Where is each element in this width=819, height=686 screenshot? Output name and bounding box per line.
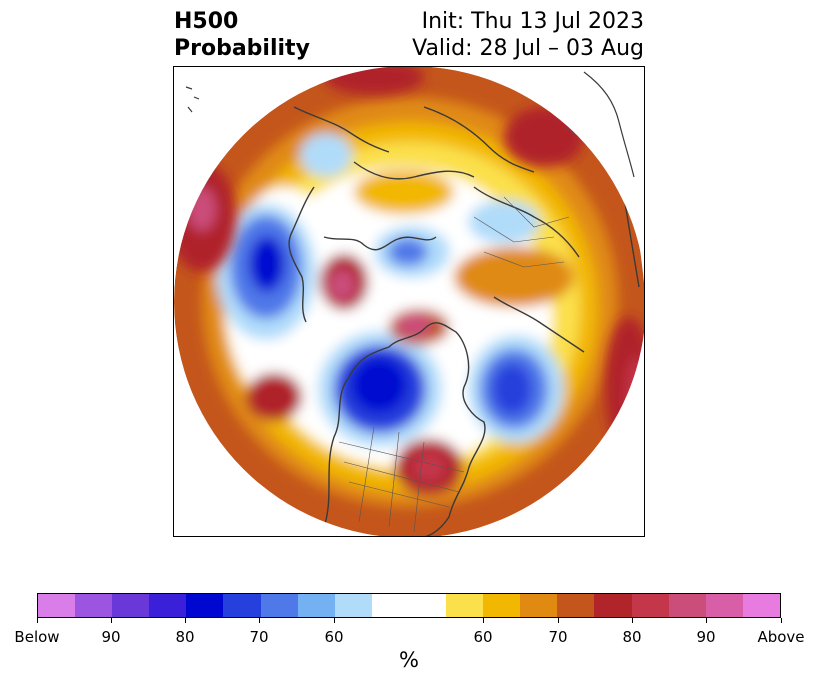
colorbar-tick-label: 80 <box>175 628 195 646</box>
title-left: H500 Probability <box>174 8 310 62</box>
below-canada-core <box>351 357 407 413</box>
colorbar-tick-mark <box>706 618 707 623</box>
colorbar-tick-label: 70 <box>249 628 269 646</box>
colorbar-segment <box>149 594 187 617</box>
colorbar-segment <box>557 594 595 617</box>
init-date: Init: Thu 13 Jul 2023 <box>421 9 644 34</box>
colorbar-segment <box>631 594 669 617</box>
colorbar-segment <box>186 594 224 617</box>
map-outside-east <box>614 67 644 283</box>
above-europe-orange <box>454 247 574 307</box>
colorbar-segment <box>38 594 76 617</box>
above-alaska-core <box>328 269 356 301</box>
colorbar-segment <box>668 594 706 617</box>
colorbar-tick-label: Below <box>14 628 60 646</box>
colorbar-segment <box>594 594 632 617</box>
colorbar-segment <box>371 594 447 617</box>
political-borders <box>338 126 615 533</box>
coastlines <box>288 106 640 536</box>
colorbar-segment <box>75 594 113 617</box>
colorbar-tick-label: 90 <box>696 628 716 646</box>
colorbar-tick-label: 60 <box>324 628 344 646</box>
below-atlantic-core <box>492 363 532 415</box>
colorbar-segment <box>260 594 298 617</box>
below-northpac <box>300 133 352 177</box>
valid-range: Valid: 28 Jul – 03 Aug <box>412 36 644 61</box>
colorbar-tick-mark <box>558 618 559 623</box>
title-variable: H500 <box>174 9 239 34</box>
colorbar-segment <box>483 594 521 617</box>
colorbar <box>37 593 781 618</box>
colorbar-segment <box>520 594 558 617</box>
title-type: Probability <box>174 36 310 61</box>
above-eastus-core <box>411 451 447 483</box>
colorbar-tick-mark <box>483 618 484 623</box>
colorbar-segment <box>112 594 150 617</box>
colorbar-tick-mark <box>632 618 633 623</box>
colorbar-tick-label: 60 <box>473 628 493 646</box>
colorbar-tick-mark <box>185 618 186 623</box>
colorbar-segment <box>705 594 743 617</box>
probability-map <box>174 67 644 536</box>
above-edge-west-core <box>188 187 216 231</box>
title-right: Init: Thu 13 Jul 2023 Valid: 28 Jul – 03… <box>412 8 644 62</box>
above-pacific-red <box>246 373 302 421</box>
above-hudson-core <box>396 313 432 337</box>
colorbar-unit: % <box>399 648 419 672</box>
below-arctic-core <box>388 238 428 266</box>
colorbar-segment <box>446 594 484 617</box>
colorbar-tick-mark <box>37 618 38 623</box>
outside-coastlines <box>185 71 635 178</box>
colorbar-tick-label: 70 <box>548 628 568 646</box>
colorbar-segment <box>742 594 780 617</box>
below-westpac-core <box>249 236 285 292</box>
above-central-yellow <box>354 170 454 214</box>
colorbar-tick-mark <box>334 618 335 623</box>
colorbar-tick-mark <box>259 618 260 623</box>
colorbar-segment <box>223 594 261 617</box>
colorbar-tick-mark <box>111 618 112 623</box>
colorbar-tick-label: 90 <box>101 628 121 646</box>
above-edge-northeast <box>504 107 584 167</box>
map-panel <box>173 66 645 537</box>
colorbar-tick-mark <box>781 618 782 623</box>
colorbar-tick-label: Above <box>757 628 805 646</box>
colorbar-segment <box>334 594 372 617</box>
colorbar-tick-label: 80 <box>622 628 642 646</box>
colorbar-segment <box>297 594 335 617</box>
